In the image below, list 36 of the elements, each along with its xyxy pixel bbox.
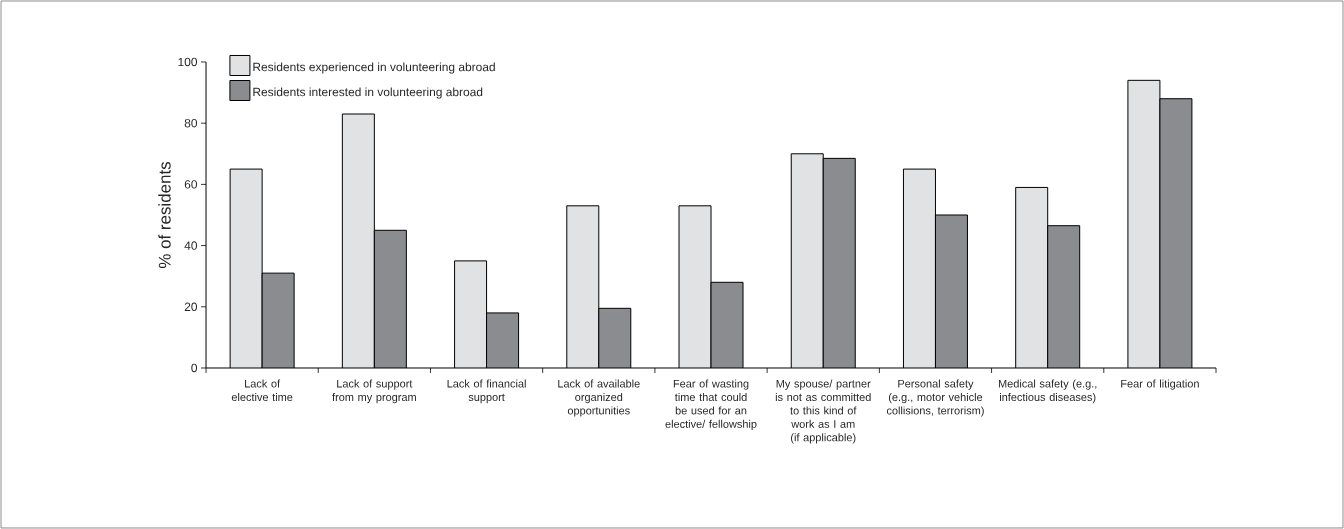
- bar: [935, 214, 968, 368]
- bar: [454, 260, 487, 368]
- legend-label: Residents interested in volunteering abroad: [253, 87, 483, 99]
- bar: [230, 169, 263, 368]
- bar: [486, 312, 519, 368]
- bar: [903, 169, 936, 368]
- legend-label: Residents experienced in volunteering abroad: [253, 62, 495, 74]
- bar: [374, 230, 407, 368]
- bar: [566, 205, 599, 368]
- x-tick-label: Lack of financial support: [447, 379, 526, 404]
- y-tick-label: 40: [184, 241, 198, 250]
- x-tick-label: My spouse/ partner is not as committed to this kind of work as I am (if applicable): [775, 379, 871, 444]
- bar: [1015, 187, 1048, 368]
- x-tick-label: Lack of available organized opportunities: [558, 379, 640, 417]
- y-tick-label: 20: [184, 302, 198, 312]
- bar: [1047, 225, 1080, 368]
- x-tick-label: Medical safety (e.g., infectious diseases): [998, 379, 1097, 404]
- x-tick-label: Personal safety (e.g., motor vehicle collisions, terrorism): [886, 379, 984, 417]
- x-tick-label: Fear of wasting time that could be used for an elective/ fellowship: [665, 379, 757, 431]
- bar: [598, 308, 631, 368]
- y-tick-label: 60: [184, 180, 198, 189]
- y-tick-label: 100: [178, 57, 198, 67]
- bar: [711, 282, 744, 368]
- bar: [823, 158, 856, 368]
- bar: [342, 114, 375, 368]
- bar: [679, 205, 712, 368]
- bar: [791, 153, 824, 368]
- bar: [1127, 79, 1161, 368]
- x-tick-label: Lack of elective time: [231, 379, 293, 402]
- x-tick-label: Lack of support from my program: [332, 379, 416, 404]
- y-axis-title: % of residents: [158, 161, 171, 269]
- y-tick-label: 0: [191, 363, 198, 373]
- x-tick-label: Fear of litigation: [1121, 379, 1199, 390]
- bar: [262, 273, 295, 368]
- bar: [1159, 98, 1193, 368]
- y-tick-label: 80: [184, 118, 198, 128]
